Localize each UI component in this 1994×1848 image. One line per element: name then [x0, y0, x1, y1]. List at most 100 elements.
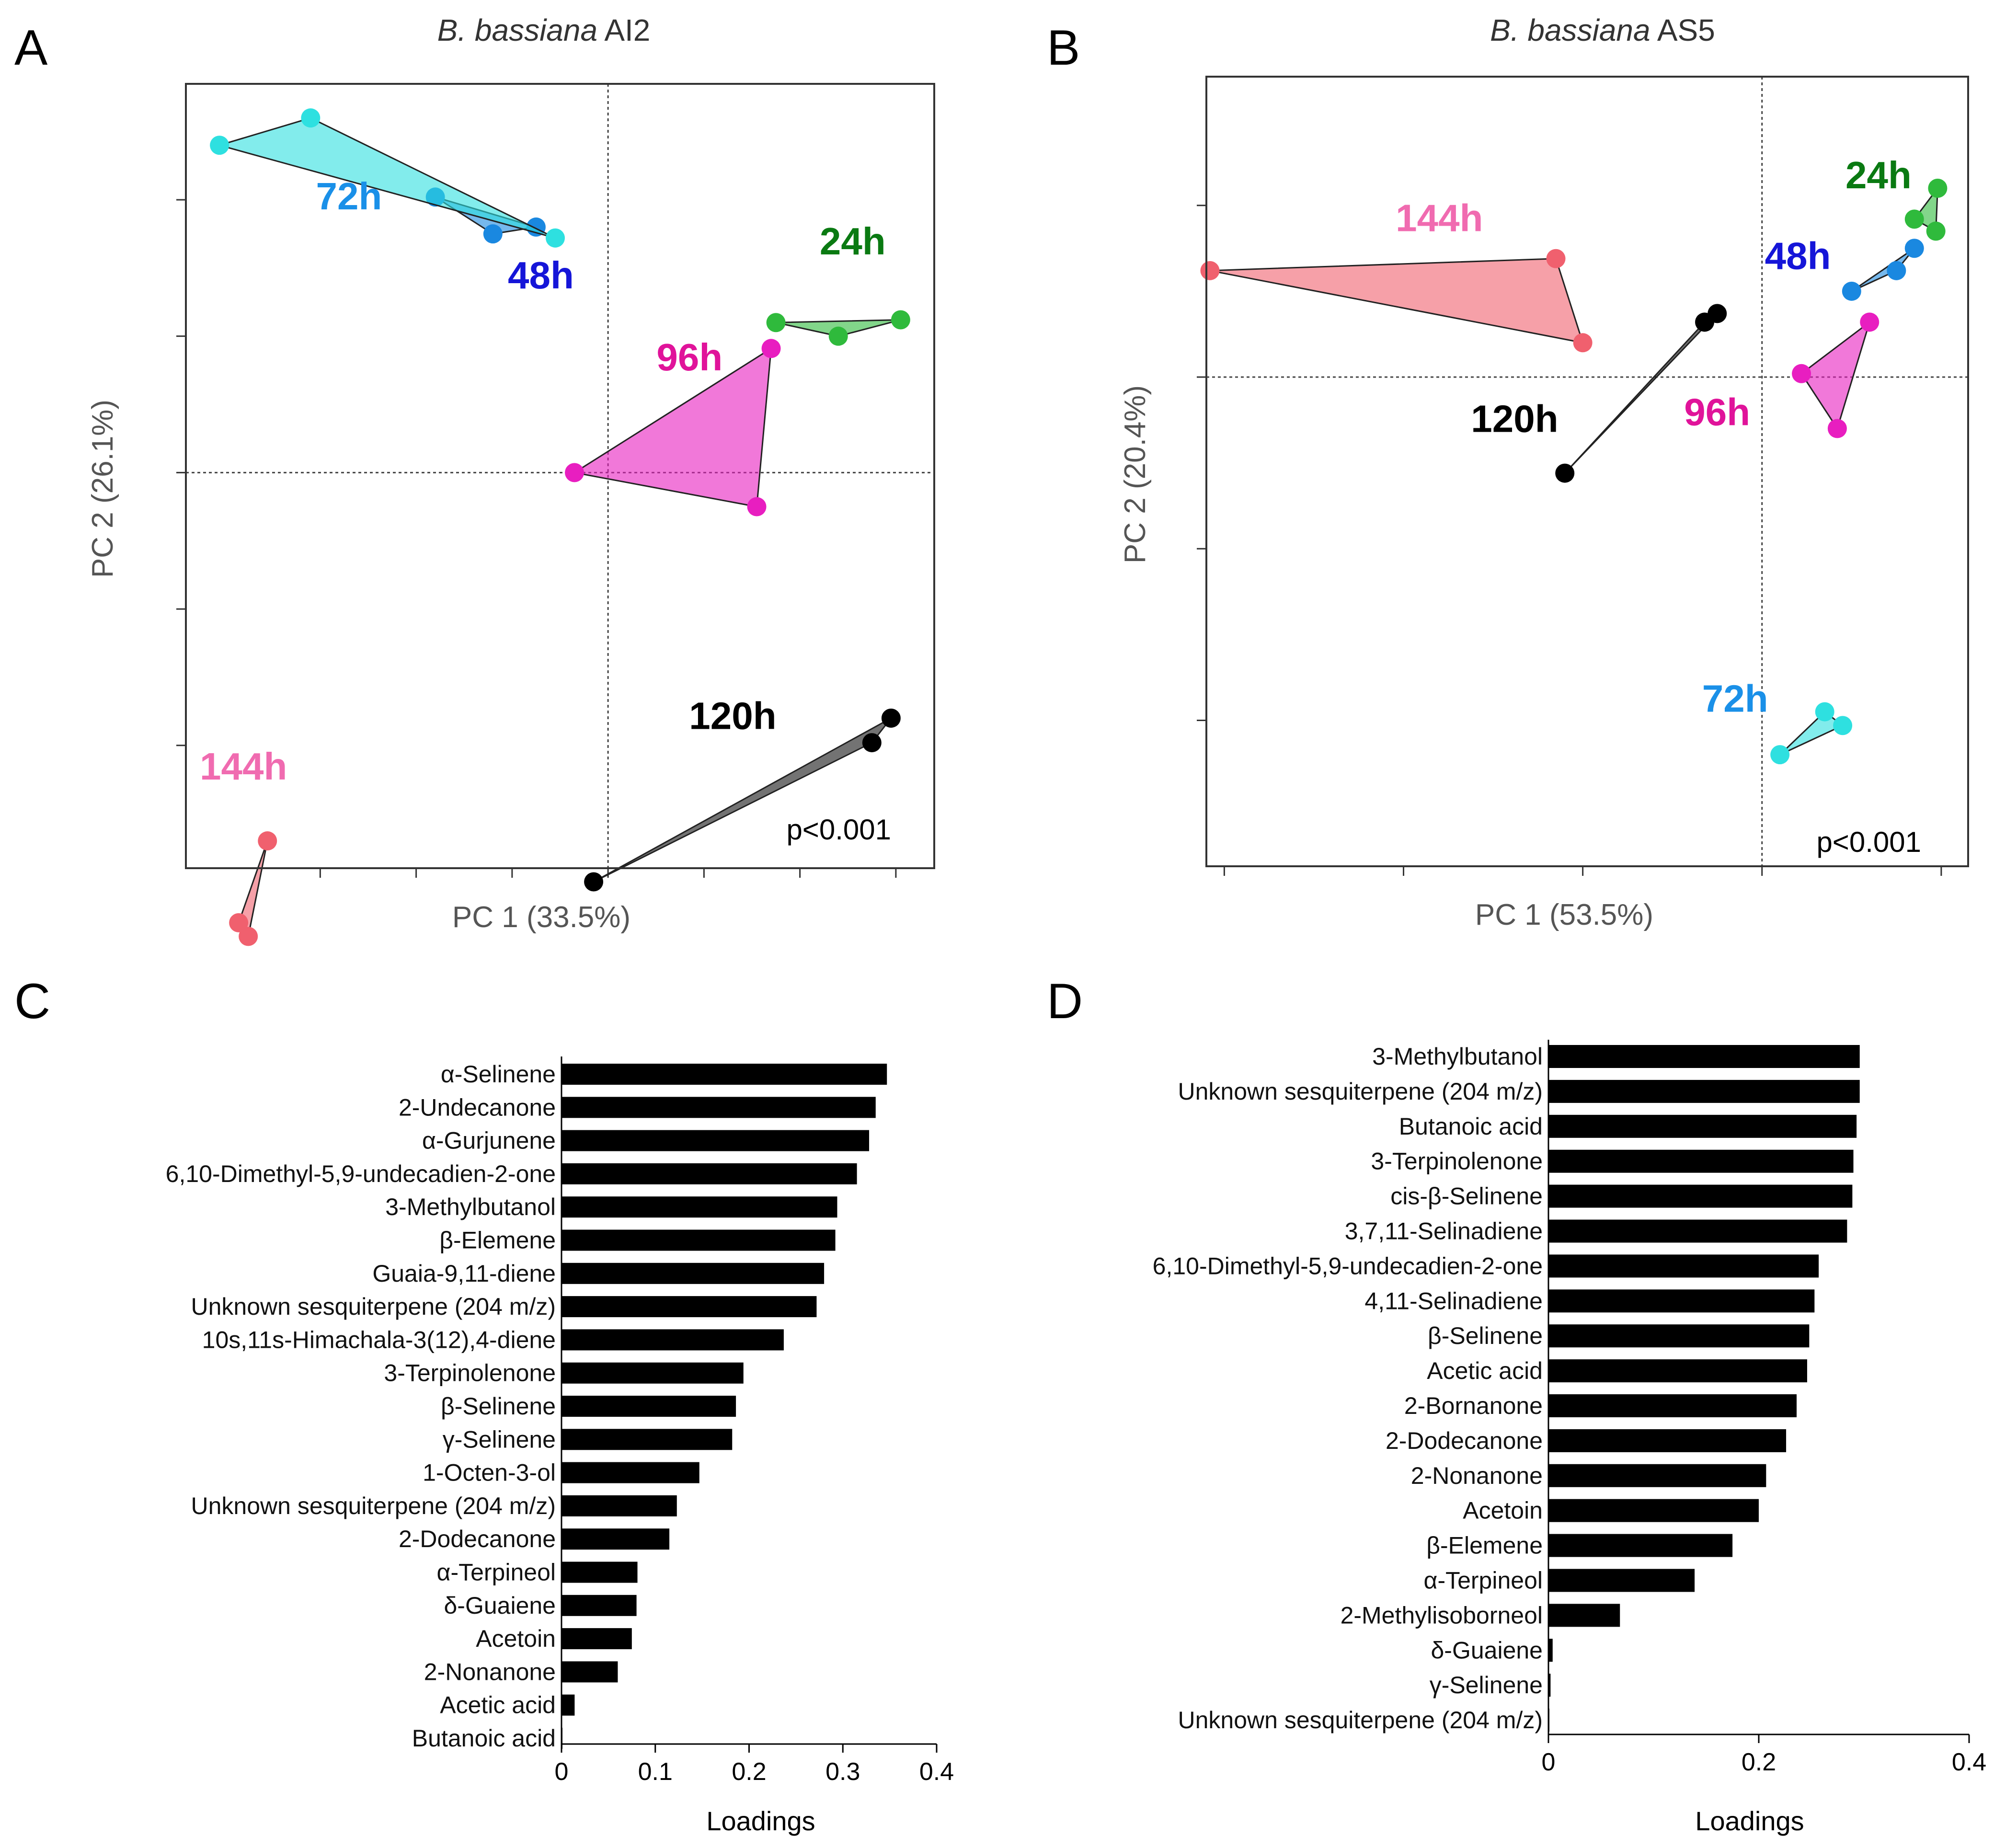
panel-letter-c: C — [14, 974, 50, 1029]
p-value-a: p<0.001 — [786, 814, 891, 846]
bar-d — [1548, 1569, 1695, 1592]
bar-label-d: 3-Methylbutanol — [1372, 1043, 1543, 1070]
bar-label-c: Unknown sesquiterpene (204 m/z) — [191, 1492, 556, 1519]
pca-plot-ai2: B. bassiana AI2 PC 1 (33.5%) PC 2 (26.1%… — [86, 13, 935, 946]
x-axis-title-a: PC 1 (33.5%) — [452, 901, 630, 934]
bar-d — [1548, 1289, 1815, 1313]
point-24h-b — [1928, 178, 1948, 198]
bar-label-d: 2-Bornanone — [1404, 1392, 1543, 1419]
point-96h-b — [1860, 312, 1879, 332]
bar-c — [562, 1263, 825, 1284]
point-72h-b — [1815, 702, 1834, 722]
point-72h-a — [301, 108, 321, 128]
bar-c — [562, 1097, 876, 1118]
bar-label-c: δ-Guaiene — [444, 1592, 556, 1619]
bar-label-c: 2-Nonanone — [424, 1658, 556, 1685]
point-96h-a — [565, 463, 584, 482]
point-24h-b — [1926, 221, 1946, 241]
bar-c — [562, 1396, 736, 1417]
bar-label-d: Acetic acid — [1427, 1357, 1543, 1384]
plot-title-b-species: B. bassiana — [1490, 13, 1650, 47]
group-label-96h-b: 96h — [1684, 390, 1750, 433]
bar-label-d: β-Elemene — [1426, 1532, 1543, 1559]
point-48h-a — [483, 224, 503, 244]
bar-d — [1548, 1254, 1819, 1278]
point-48h-b — [1842, 281, 1861, 301]
bar-c — [562, 1130, 870, 1151]
loadings-bar-chart-as5: Loadings 3-Methylbutanol Unknown sesquite… — [1153, 1040, 1986, 1836]
bar-label-d: 2-Methylisoborneol — [1341, 1602, 1543, 1629]
group-label-24h-b: 24h — [1845, 154, 1912, 196]
point-144h-b — [1573, 333, 1593, 353]
point-24h-a — [891, 310, 910, 330]
x-axis-title-b-main: PC 1 — [1475, 898, 1541, 931]
bar-c — [562, 1694, 575, 1716]
bar-label-d: 3-Terpinolenone — [1371, 1148, 1543, 1175]
bar-c — [562, 1628, 632, 1650]
point-96h-a — [761, 339, 781, 358]
bar-c — [562, 1495, 677, 1516]
bar-label-d: 2-Nonanone — [1411, 1462, 1543, 1489]
plot-frame-b — [1205, 76, 1969, 867]
x-axis-title-a-pct: (33.5%) — [518, 901, 630, 934]
point-144h-a — [239, 927, 258, 946]
bar-d — [1548, 1184, 1853, 1208]
bar-d — [1548, 1429, 1787, 1452]
x-axis-title-b-pct: (53.5%) — [1541, 898, 1653, 931]
bar-c — [562, 1229, 836, 1251]
bar-label-c: β-Elemene — [439, 1227, 556, 1254]
bar-d — [1548, 1324, 1810, 1348]
bar-c — [562, 1296, 817, 1318]
plot-title-a-strain: AI2 — [597, 13, 650, 47]
y-axis-title-a-main: PC 2 — [86, 512, 119, 578]
bar-c — [562, 1528, 670, 1550]
bar-d — [1548, 1079, 1860, 1103]
bar-d — [1548, 1534, 1733, 1557]
point-120h-b — [1555, 463, 1575, 483]
bar-label-c: α-Selinene — [441, 1061, 556, 1088]
bar-label-d: δ-Guaiene — [1431, 1637, 1543, 1664]
hull-144h-b — [1210, 258, 1584, 344]
bar-d — [1548, 1045, 1860, 1068]
point-144h-b — [1546, 249, 1566, 268]
bar-label-c: 1-Octen-3-ol — [423, 1459, 556, 1486]
pca-plot-as5: B. bassiana AS5 PC 1 (53.5%) PC 2 (20.4%… — [1119, 13, 1969, 931]
bar-label-d: Butanoic acid — [1399, 1113, 1543, 1140]
bar-d — [1548, 1394, 1797, 1417]
point-120h-b — [1708, 304, 1727, 323]
hull-48h-b — [1851, 248, 1915, 292]
y-axis-title-a: PC 2 (26.1%) — [86, 400, 119, 578]
bar-label-d: Acetoin — [1463, 1497, 1543, 1524]
bar-label-c: Butanoic acid — [412, 1725, 556, 1752]
bar-c — [562, 1362, 744, 1384]
point-96h-b — [1792, 364, 1811, 383]
group-label-72h-a: 72h — [316, 175, 382, 218]
bar-label-c: Acetic acid — [440, 1692, 556, 1719]
bar-d — [1548, 1359, 1807, 1383]
bar-c — [562, 1064, 887, 1085]
group-label-72h-b: 72h — [1702, 677, 1768, 720]
x-axis-title-d: Loadings — [1695, 1806, 1804, 1836]
group-label-144h-b: 144h — [1396, 196, 1483, 239]
bar-label-c: Unknown sesquiterpene (204 m/z) — [191, 1293, 556, 1320]
bar-label-c: β-Selinene — [441, 1393, 556, 1420]
bar-c — [562, 1163, 857, 1184]
bar-label-d: β-Selinene — [1428, 1322, 1543, 1349]
x-tick-label-d: 0.4 — [1952, 1748, 1986, 1776]
point-144h-a — [258, 831, 277, 851]
bar-label-c: 3-Terpinolenone — [384, 1360, 556, 1387]
y-axis-title-a-pct: (26.1%) — [86, 400, 119, 512]
bar-d — [1548, 1639, 1553, 1662]
group-label-144h-a: 144h — [200, 745, 287, 788]
point-72h-b — [1833, 716, 1853, 735]
hull-96h-a — [573, 347, 772, 508]
bar-c — [562, 1329, 784, 1351]
group-label-48h-b: 48h — [1765, 234, 1831, 277]
point-96h-a — [747, 497, 767, 517]
bar-label-c: γ-Selinene — [443, 1426, 556, 1453]
point-24h-a — [766, 313, 786, 333]
p-value-b: p<0.001 — [1816, 826, 1921, 858]
bar-label-c: 6,10-Dimethyl-5,9-undecadien-2-one — [166, 1160, 556, 1187]
y-axis-title-b-pct: (20.4%) — [1119, 385, 1152, 497]
x-tick-label-c: 0.4 — [919, 1758, 954, 1786]
